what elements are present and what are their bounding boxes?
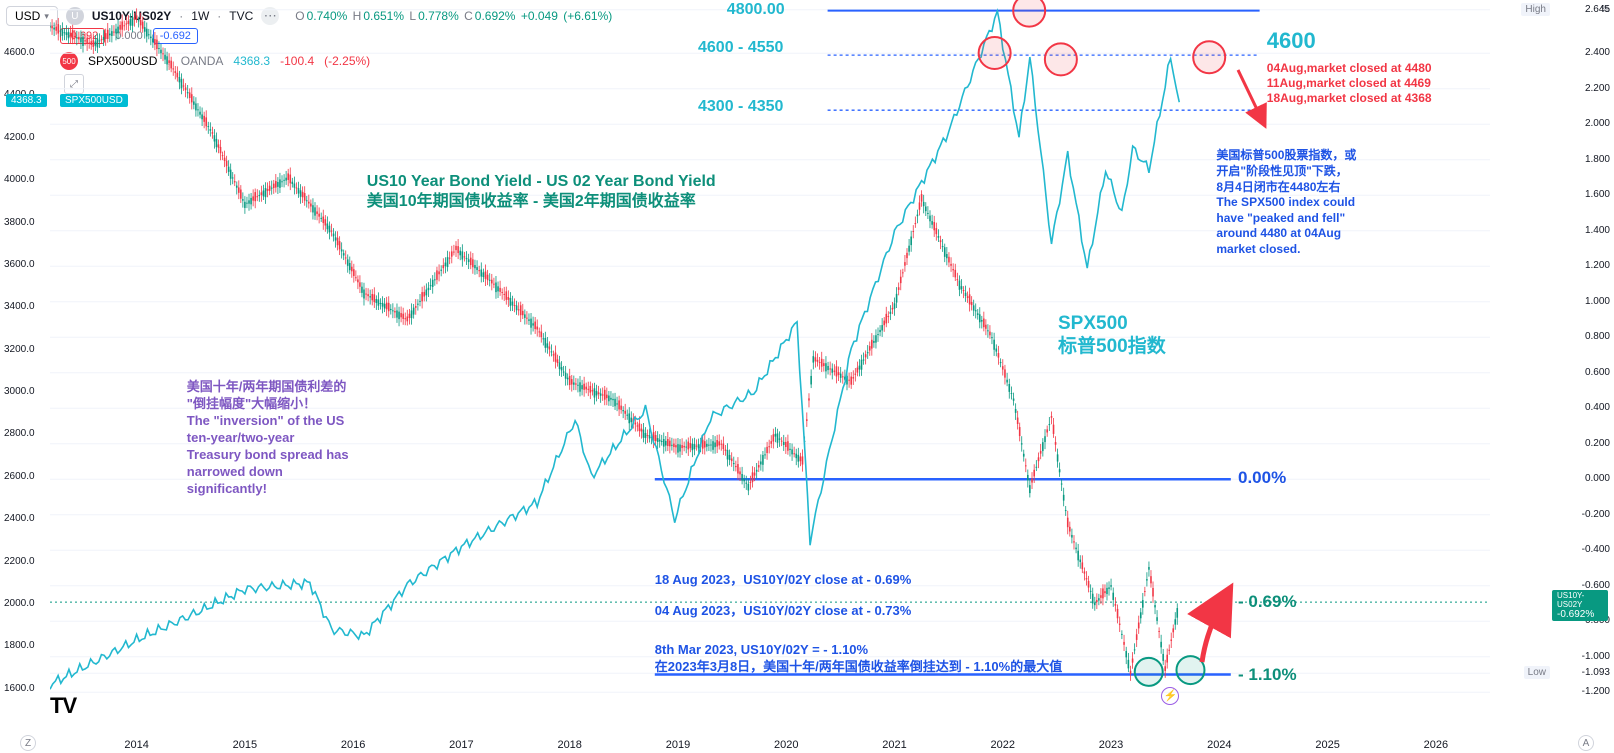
level-4600-right-label: 4600: [1267, 28, 1316, 54]
level-4800-label: 4800.00: [727, 1, 785, 19]
close-0804-annotation: 04 Aug 2023，US10Y/02Y close at - 0.73%: [655, 600, 912, 619]
time-axis[interactable]: 2014201520162017201820192020202120222023…: [50, 733, 1552, 753]
tradingview-logo: TV: [50, 693, 74, 719]
mar8-annotation: 8th Mar 2023, US10Y/02Y = - 1.10% 在2023年…: [655, 642, 1062, 676]
spx-price-tag: 4368.3: [6, 94, 47, 107]
cn-commentary-annotation: 美国标普500股票指数，或 开启"阶段性见顶"下跌， 8月4日闭市在4480左右…: [1216, 148, 1356, 257]
aug-close-annotation: 04Aug,market closed at 448011Aug,market …: [1267, 61, 1432, 106]
level-4600-4550-label: 4600 - 4550: [698, 39, 783, 57]
inversion-annotation: 美国十年/两年期国债利差的 "倒挂幅度"大幅缩小！ The "inversion…: [187, 379, 349, 497]
spread-price-tag: US10Y-US02Y -0.692%: [1552, 590, 1608, 621]
close-0818-annotation: 18 Aug 2023，US10Y/02Y close at - 0.69%: [655, 569, 912, 588]
pct-000-label: 0.00%: [1238, 468, 1286, 488]
auto-scale-button[interactable]: A: [1578, 735, 1594, 751]
zap-icon[interactable]: ⚡: [1161, 687, 1179, 705]
spx-label-annotation: SPX500 标普500指数: [1058, 312, 1166, 360]
pct-069-label: - 0.69%: [1238, 592, 1297, 612]
low-tag: Low: [1524, 666, 1550, 679]
spx-label-tag: SPX500USD: [60, 94, 128, 107]
zoom-out-button[interactable]: Z: [20, 735, 36, 751]
level-4300-4350-label: 4300 - 4350: [698, 98, 783, 116]
pct-110-label: - 1.10%: [1238, 665, 1297, 685]
chart-title-annotation: US10 Year Bond Yield - US 02 Year Bond Y…: [367, 172, 716, 214]
high-tag: High: [1521, 3, 1550, 16]
left-price-axis[interactable]: 4600.04400.04200.04000.03800.03600.03400…: [0, 0, 50, 730]
